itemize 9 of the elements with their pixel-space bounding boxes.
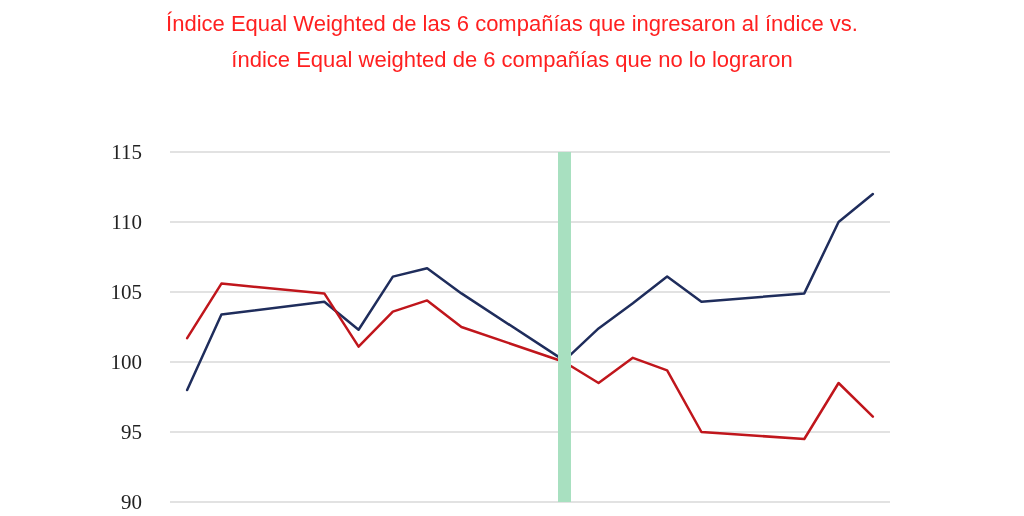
y-tick-label: 115	[111, 140, 142, 164]
y-tick-label: 90	[121, 490, 142, 514]
line-series	[185, 282, 875, 441]
y-tick-label: 105	[110, 280, 142, 304]
y-tick-label: 100	[110, 350, 142, 374]
y-tick-label: 95	[121, 420, 142, 444]
chart-title: Índice Equal Weighted de las 6 compañías que ingresaron al índice vs. índice Equal weighted de 6 compañías que no lo lograron	[166, 10, 858, 72]
line-series	[185, 192, 875, 392]
y-tick-label: 110	[111, 210, 142, 234]
